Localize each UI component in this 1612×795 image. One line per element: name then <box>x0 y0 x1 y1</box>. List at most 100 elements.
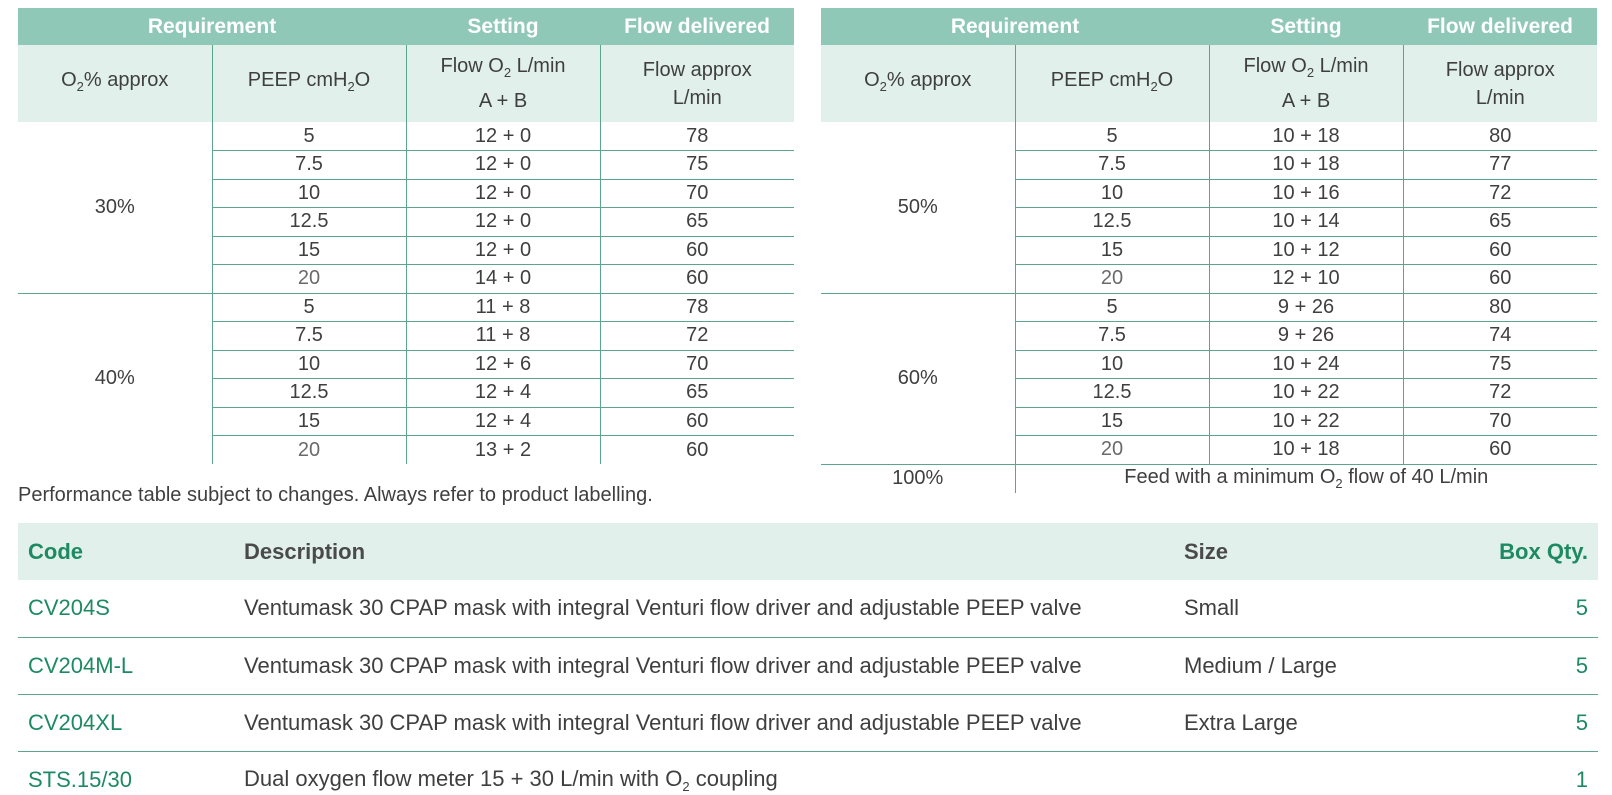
table-row: 20 13 + 2 60 <box>18 435 794 464</box>
flow-value: 77 <box>1403 150 1598 180</box>
table-row: 10 12 + 0 70 <box>18 179 795 208</box>
setting-value: 11 + 8 <box>406 321 601 351</box>
peep-value: 15 <box>1015 407 1210 436</box>
group-header-flow-delivered: Flow delivered <box>1403 8 1598 45</box>
flow-value: 65 <box>600 378 795 408</box>
table-row: 20 10 + 18 60 <box>821 435 1598 465</box>
table-row: 7.5 9 + 26 74 <box>821 321 1598 351</box>
peep-value: 12.5 <box>1015 207 1210 237</box>
group-header-setting: Setting <box>406 8 601 45</box>
flow-value: 60 <box>1403 264 1598 294</box>
product-size: Small <box>1174 580 1474 638</box>
setting-value: 10 + 16 <box>1209 179 1404 208</box>
peep-value: 12.5 <box>1015 378 1210 408</box>
table-row: 10 10 + 24 75 <box>821 350 1598 379</box>
setting-value: 12 + 0 <box>406 236 601 265</box>
col-header-o2: O2% approx <box>821 45 1016 122</box>
peep-value: 5 <box>1015 293 1210 322</box>
table-row: 40% 5 11 + 8 78 <box>18 293 795 464</box>
peep-value: 10 <box>212 179 407 208</box>
product-header-qty: Box Qty. <box>1474 523 1598 580</box>
col-header-peep: PEEP cmH2O <box>1015 45 1210 122</box>
product-header-code: Code <box>18 523 234 580</box>
flow-value: 74 <box>1403 321 1598 351</box>
flow-value: 65 <box>600 207 795 237</box>
table-row: 12.5 10 + 14 65 <box>821 207 1598 237</box>
peep-value: 12.5 <box>212 207 407 237</box>
peep-value: 5 <box>212 293 407 322</box>
col-header-peep: PEEP cmH2O <box>212 45 407 122</box>
group-header-flow-delivered: Flow delivered <box>600 8 795 45</box>
setting-value: 10 + 18 <box>1209 122 1404 151</box>
table-row: 15 10 + 22 70 <box>821 407 1598 436</box>
setting-value: 10 + 22 <box>1209 407 1404 436</box>
peep-value: 7.5 <box>1015 150 1210 180</box>
product-header-description: Description <box>234 523 1174 580</box>
setting-value: 12 + 0 <box>406 179 601 208</box>
flow-value: 78 <box>600 122 795 151</box>
flow-value: 60 <box>600 236 795 265</box>
o2-requirement: 100% <box>821 464 1016 493</box>
flow-value: 80 <box>1403 293 1598 322</box>
peep-value: 15 <box>1015 236 1210 265</box>
peep-value: 10 <box>1015 179 1210 208</box>
setting-value: 10 + 14 <box>1209 207 1404 237</box>
table-row: 12.5 12 + 4 65 <box>18 378 795 408</box>
setting-value: 13 + 2 <box>406 435 601 464</box>
product-size: Extra Large <box>1174 694 1474 752</box>
col-header-flow-o2: Flow O2 L/min A + B <box>406 45 601 122</box>
product-size: Medium / Large <box>1174 637 1474 695</box>
product-qty: 5 <box>1474 694 1598 752</box>
peep-value: 20 <box>212 435 407 464</box>
peep-value: 20 <box>1015 435 1210 465</box>
table-row: 20 12 + 10 60 <box>821 264 1598 294</box>
setting-value: 9 + 26 <box>1209 293 1404 322</box>
flow-value: 70 <box>600 179 795 208</box>
peep-value: 12.5 <box>212 378 407 408</box>
peep-value: 10 <box>1015 350 1210 379</box>
setting-value: 10 + 18 <box>1209 435 1404 465</box>
col-header-o2: O2% approx <box>18 45 213 122</box>
col-header-flow-approx: Flow approx L/min <box>600 45 795 122</box>
setting-value: 12 + 6 <box>406 350 601 379</box>
setting-value: 10 + 24 <box>1209 350 1404 379</box>
setting-value: 14 + 0 <box>406 264 601 294</box>
peep-value: 10 <box>212 350 407 379</box>
table-row: 30% 5 12 + 0 78 <box>18 122 795 294</box>
table-row: 12.5 10 + 22 72 <box>821 378 1598 408</box>
setting-value: 10 + 22 <box>1209 378 1404 408</box>
peep-value: 5 <box>1015 122 1210 151</box>
product-code: CV204M-L <box>18 637 234 695</box>
performance-table-right: Requirement Setting Flow delivered O2% a… <box>821 8 1598 493</box>
setting-value: 12 + 4 <box>406 407 601 436</box>
flow-value: 60 <box>600 264 795 294</box>
product-description: Ventumask 30 CPAP mask with integral Ven… <box>234 637 1174 695</box>
footer-note: Feed with a minimum O2 flow of 40 L/min <box>1124 466 1489 491</box>
group-header-setting: Setting <box>1209 8 1404 45</box>
group-header-requirement: Requirement <box>18 8 407 45</box>
product-description: Ventumask 30 CPAP mask with integral Ven… <box>234 694 1174 752</box>
product-description: Ventumask 30 CPAP mask with integral Ven… <box>234 580 1174 638</box>
table-row: 10 12 + 6 70 <box>18 350 795 379</box>
product-qty: 1 <box>1575 766 1588 792</box>
flow-value: 70 <box>600 350 795 379</box>
flow-value: 72 <box>1403 378 1598 408</box>
flow-value: 70 <box>1403 407 1598 436</box>
peep-value: 5 <box>212 122 407 151</box>
flow-value: 72 <box>600 321 795 351</box>
table-row: 7.5 12 + 0 75 <box>18 150 795 180</box>
setting-value: 12 + 4 <box>406 378 601 408</box>
product-size <box>1174 751 1474 795</box>
table-row: 10 10 + 16 72 <box>821 179 1598 208</box>
flow-value: 60 <box>1403 435 1598 465</box>
flow-value: 60 <box>686 438 709 461</box>
flow-value: 78 <box>600 293 795 322</box>
peep-value: 15 <box>212 236 407 265</box>
setting-value: 10 + 12 <box>1209 236 1404 265</box>
setting-value: 9 + 26 <box>1209 321 1404 351</box>
table-row: 50% 5 10 + 18 80 <box>821 122 1598 294</box>
flow-value: 60 <box>1403 236 1598 265</box>
table-row: 15 10 + 12 60 <box>821 236 1598 265</box>
table-row: 15 12 + 4 60 <box>18 407 795 436</box>
product-code: CV204XL <box>18 694 234 752</box>
